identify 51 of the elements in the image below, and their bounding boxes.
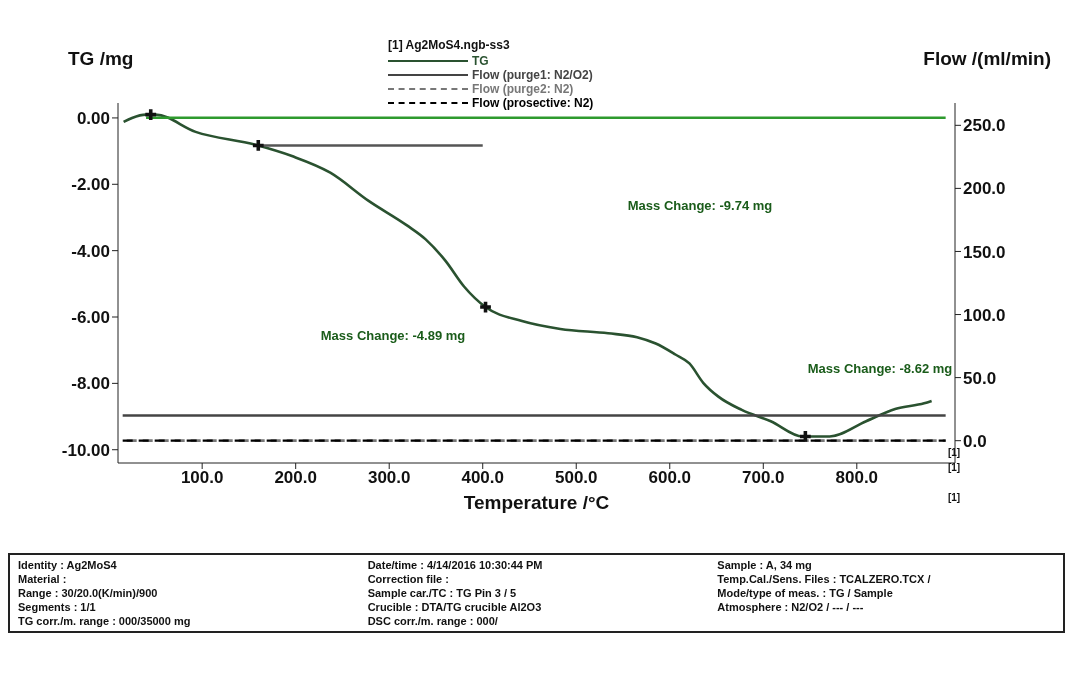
text: Flow (purge2: N2) [472, 82, 574, 96]
y2-tick-label: 0.0 [963, 431, 987, 451]
text: Mode/type of meas. : TG / Sample [717, 587, 894, 599]
legend-title: [1] Ag2MoS4.ngb-ss3 [388, 38, 511, 52]
y2-tick-label: 200.0 [963, 179, 1006, 199]
point [252, 140, 264, 151]
x-tick-label: 500.0 [554, 468, 598, 488]
text: TG [472, 54, 489, 68]
y-tick-label: -10.00 [61, 440, 110, 460]
text: Segments : 1/1 [18, 601, 97, 613]
y-axis-title: TG /mg [68, 48, 134, 70]
y2-tick-label: 100.0 [963, 305, 1006, 325]
text: Correction file : [367, 573, 450, 585]
x-tick-label: 800.0 [835, 468, 879, 488]
point [145, 109, 157, 120]
y-tick-label: 0.00 [76, 108, 110, 128]
y2-axis-title: Flow /(ml/min) [923, 48, 1051, 70]
text: Atmosphere : N2/O2 / --- / --- [717, 601, 865, 613]
text: Sample : A, 34 mg [717, 559, 813, 571]
annotation: Mass Change: -4.89 mg [320, 327, 466, 343]
text: Temp.Cal./Sens. Files : TCALZERO.TCX / [717, 573, 932, 585]
annotation: Mass Change: -8.62 mg [807, 360, 953, 376]
x-tick-label: 400.0 [461, 468, 504, 488]
y2-tick-label: 150.0 [963, 242, 1006, 262]
text: Material : [18, 573, 68, 585]
text: Flow (prosective: N2) [472, 96, 594, 110]
y-tick-label: -4.00 [71, 241, 110, 261]
y2-tick-label: 250.0 [963, 116, 1006, 136]
text: Range : 30/20.0(K/min)/900 [18, 587, 159, 599]
x-tick-label: 700.0 [742, 468, 785, 488]
x-axis-title: Temperature /°C [463, 492, 610, 513]
x-tick-label: 200.0 [274, 468, 317, 488]
annotation: [1] [947, 446, 961, 458]
text: DSC corr./m. range : 000/ [367, 615, 499, 627]
text: TG corr./m. range : 000/35000 mg [18, 615, 192, 627]
text: Identity : Ag2MoS4 [18, 559, 118, 571]
annotation: Mass Change: -9.74 mg [627, 197, 773, 213]
text: Crucible : DTA/TG crucible Al2O3 [367, 601, 543, 613]
text: Date/time : 4/14/2016 10:30:44 PM [367, 559, 544, 571]
text: Sample car./TC : TG Pin 3 / 5 [367, 587, 518, 599]
text: Flow (purge1: N2/O2) [472, 68, 593, 82]
y-tick-label: -2.00 [71, 175, 110, 195]
x-tick-label: 600.0 [648, 468, 692, 488]
y-tick-label: -6.00 [71, 308, 110, 328]
annotation: [1] [947, 461, 961, 473]
y2-tick-label: 50.0 [963, 368, 997, 388]
x-tick-label: 300.0 [367, 468, 411, 488]
y-tick-label: -8.00 [71, 374, 110, 394]
x-tick-label: 100.0 [180, 468, 224, 488]
text: [1] [947, 491, 961, 503]
point [480, 301, 491, 313]
